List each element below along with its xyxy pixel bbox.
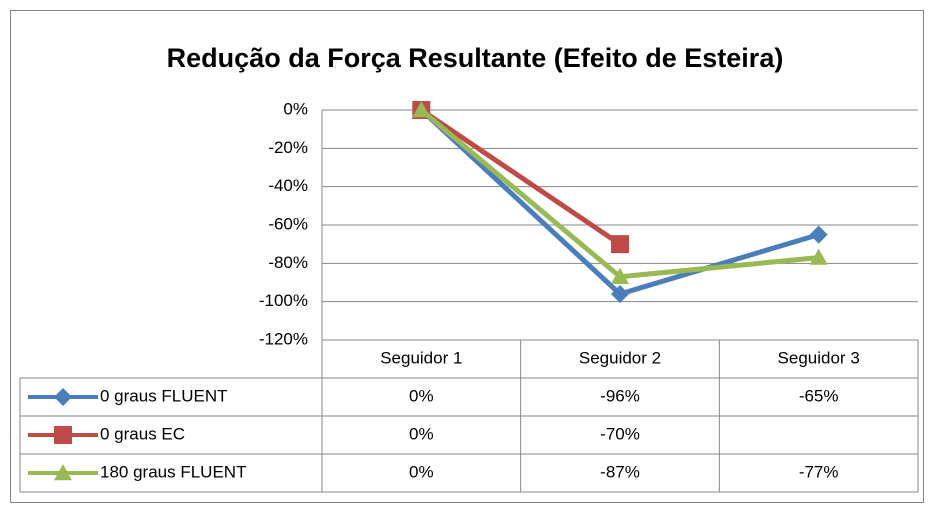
y-tick-label: -120% — [259, 329, 308, 348]
table-value: 0% — [409, 462, 434, 481]
chart-frame — [10, 10, 924, 503]
chart-title: Redução da Força Resultante (Efeito de E… — [167, 43, 784, 73]
y-tick-label: -100% — [259, 291, 308, 310]
legend-marker — [54, 388, 72, 406]
table-value: -77% — [799, 462, 839, 481]
y-tick-label: -20% — [268, 138, 308, 157]
table-value: 0% — [409, 386, 434, 405]
legend-marker — [54, 426, 72, 444]
legend-marker — [54, 464, 72, 481]
legend-label: 180 graus FLUENT — [100, 462, 246, 481]
legend-label: 0 graus FLUENT — [100, 386, 228, 405]
marker — [412, 101, 431, 118]
x-tick-label: Seguidor 2 — [579, 348, 661, 367]
marker — [611, 235, 629, 254]
marker — [809, 225, 828, 244]
marker — [809, 248, 828, 265]
y-tick-label: -80% — [268, 253, 308, 272]
x-tick-label: Seguidor 3 — [778, 348, 860, 367]
y-tick-label: -60% — [268, 214, 308, 233]
y-tick-label: -40% — [268, 176, 308, 195]
table-value: -65% — [799, 386, 839, 405]
marker — [611, 267, 629, 284]
table-value: 0% — [409, 424, 434, 443]
y-tick-label: 0% — [283, 99, 308, 118]
series-line — [419, 107, 622, 247]
marker — [611, 285, 629, 303]
table-value: -87% — [600, 462, 640, 481]
x-tick-label: Seguidor 1 — [380, 348, 462, 367]
legend-label: 0 graus EC — [100, 424, 185, 443]
table-value: -70% — [600, 424, 640, 443]
table-value: -96% — [600, 386, 640, 405]
